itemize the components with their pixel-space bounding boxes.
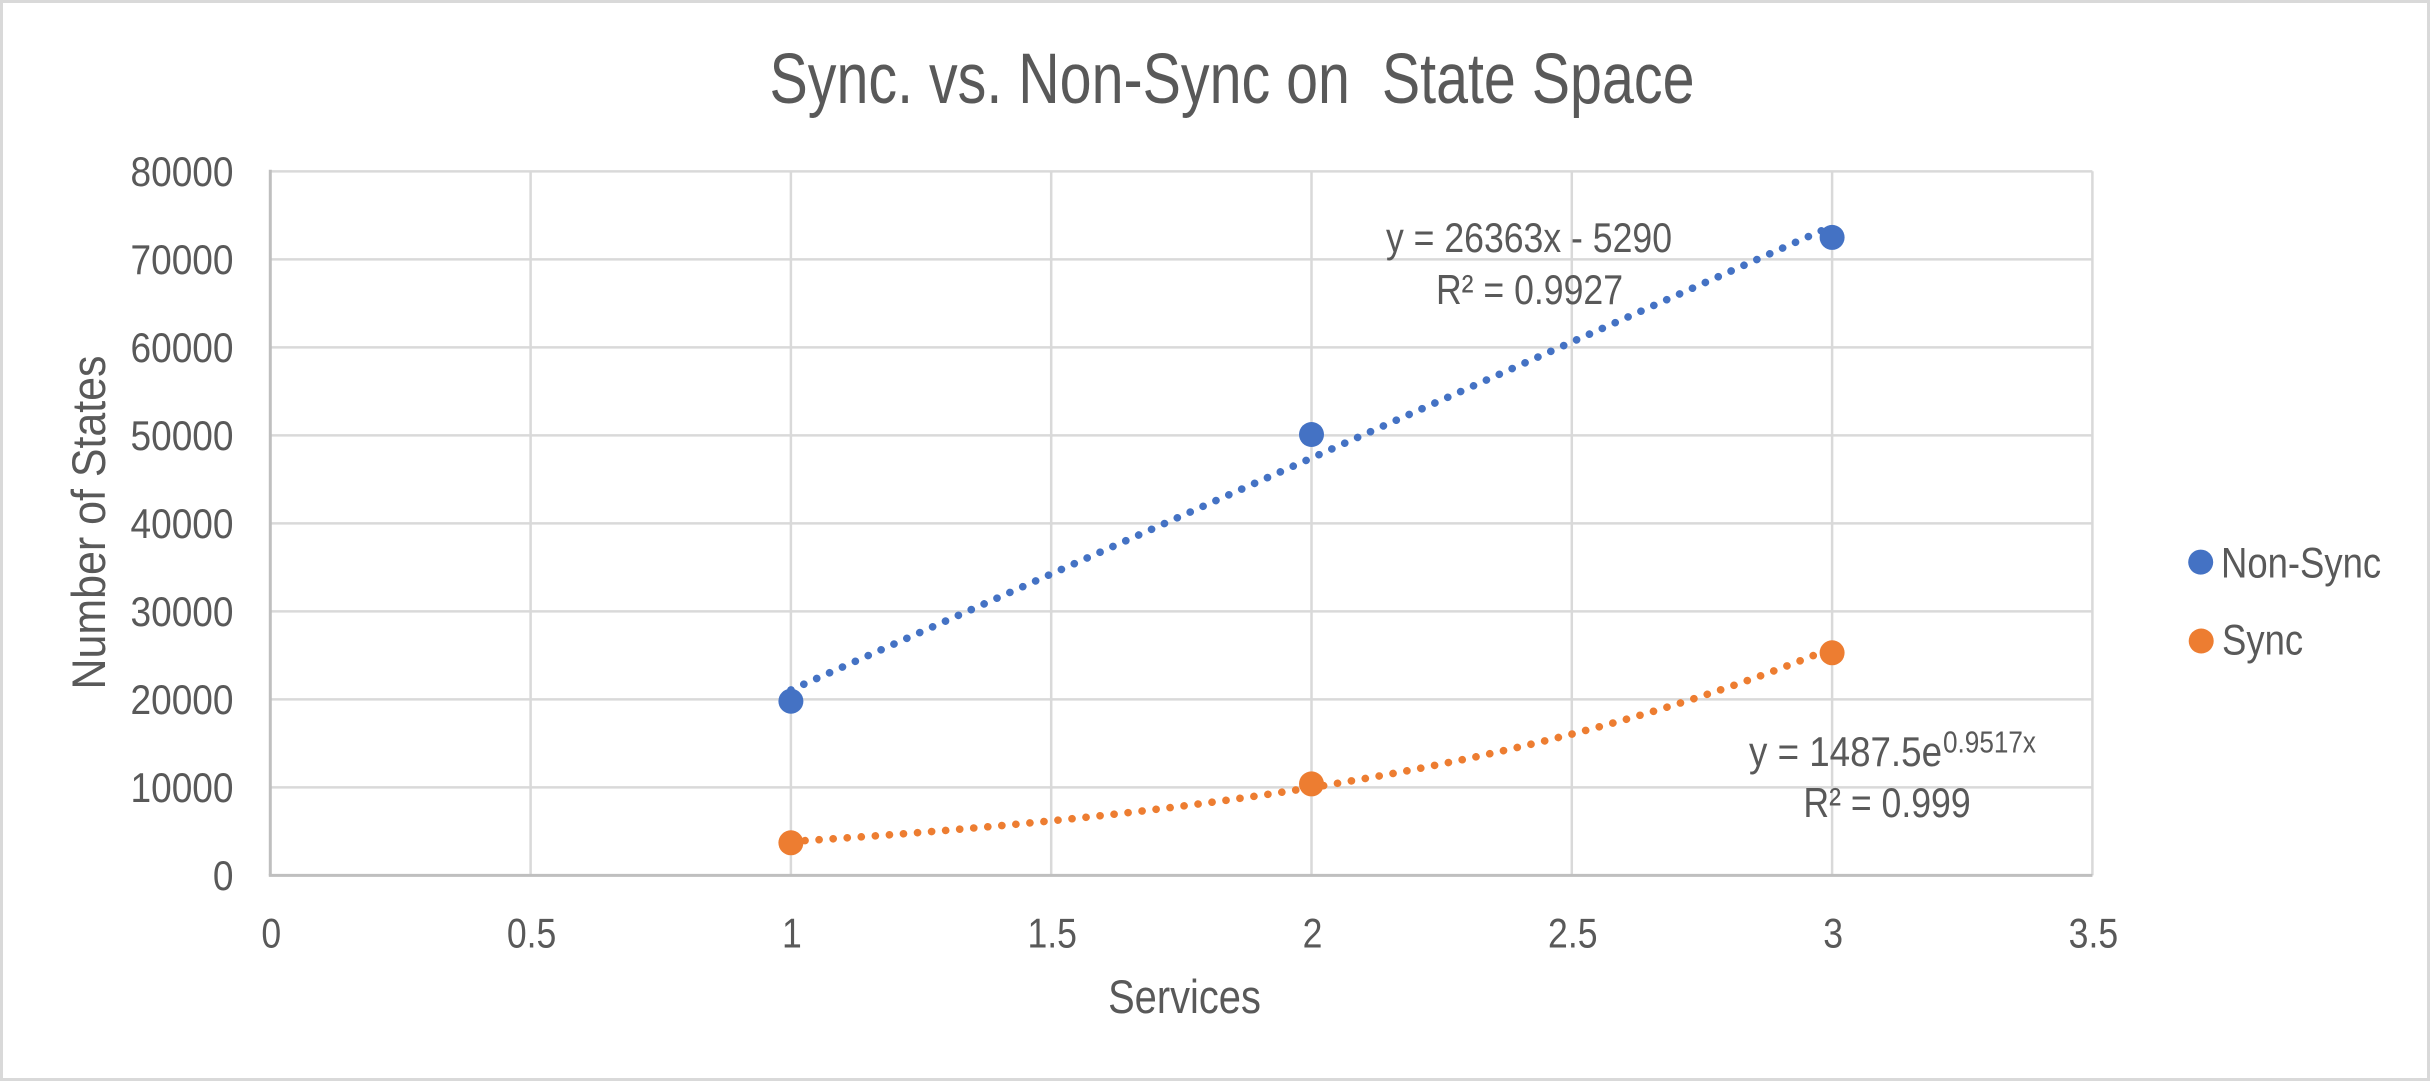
svg-text:3: 3 bbox=[1823, 910, 1843, 957]
svg-text:1: 1 bbox=[782, 910, 802, 957]
svg-text:Sync. vs. Non-Sync on State S: Sync. vs. Non-Sync on State Space bbox=[770, 40, 1695, 119]
svg-text:R² = 0.9927: R² = 0.9927 bbox=[1436, 266, 1623, 313]
svg-text:R² = 0.999: R² = 0.999 bbox=[1803, 779, 1970, 826]
svg-text:20000: 20000 bbox=[131, 676, 234, 723]
svg-text:80000: 80000 bbox=[131, 148, 234, 195]
svg-text:70000: 70000 bbox=[131, 236, 234, 283]
svg-text:0: 0 bbox=[213, 852, 234, 899]
svg-text:0: 0 bbox=[261, 910, 281, 957]
svg-text:Services: Services bbox=[1108, 970, 1261, 1023]
svg-text:0.9517x: 0.9517x bbox=[1943, 725, 2036, 760]
svg-text:Number of States: Number of States bbox=[62, 356, 115, 690]
svg-text:60000: 60000 bbox=[131, 324, 234, 371]
svg-text:Non-Sync: Non-Sync bbox=[2221, 540, 2381, 588]
svg-text:2: 2 bbox=[1303, 910, 1323, 957]
svg-text:Sync: Sync bbox=[2222, 617, 2303, 665]
svg-text:1.5: 1.5 bbox=[1027, 910, 1077, 957]
svg-text:0.5: 0.5 bbox=[507, 910, 557, 957]
svg-text:y = 26363x - 5290: y = 26363x - 5290 bbox=[1386, 214, 1672, 261]
svg-text:3.5: 3.5 bbox=[2069, 910, 2119, 957]
svg-text:y = 1487.5e: y = 1487.5e bbox=[1749, 728, 1942, 775]
svg-text:30000: 30000 bbox=[131, 588, 234, 635]
svg-text:10000: 10000 bbox=[131, 764, 234, 811]
svg-text:40000: 40000 bbox=[131, 500, 234, 547]
svg-text:50000: 50000 bbox=[131, 412, 234, 459]
svg-text:2.5: 2.5 bbox=[1548, 910, 1598, 957]
